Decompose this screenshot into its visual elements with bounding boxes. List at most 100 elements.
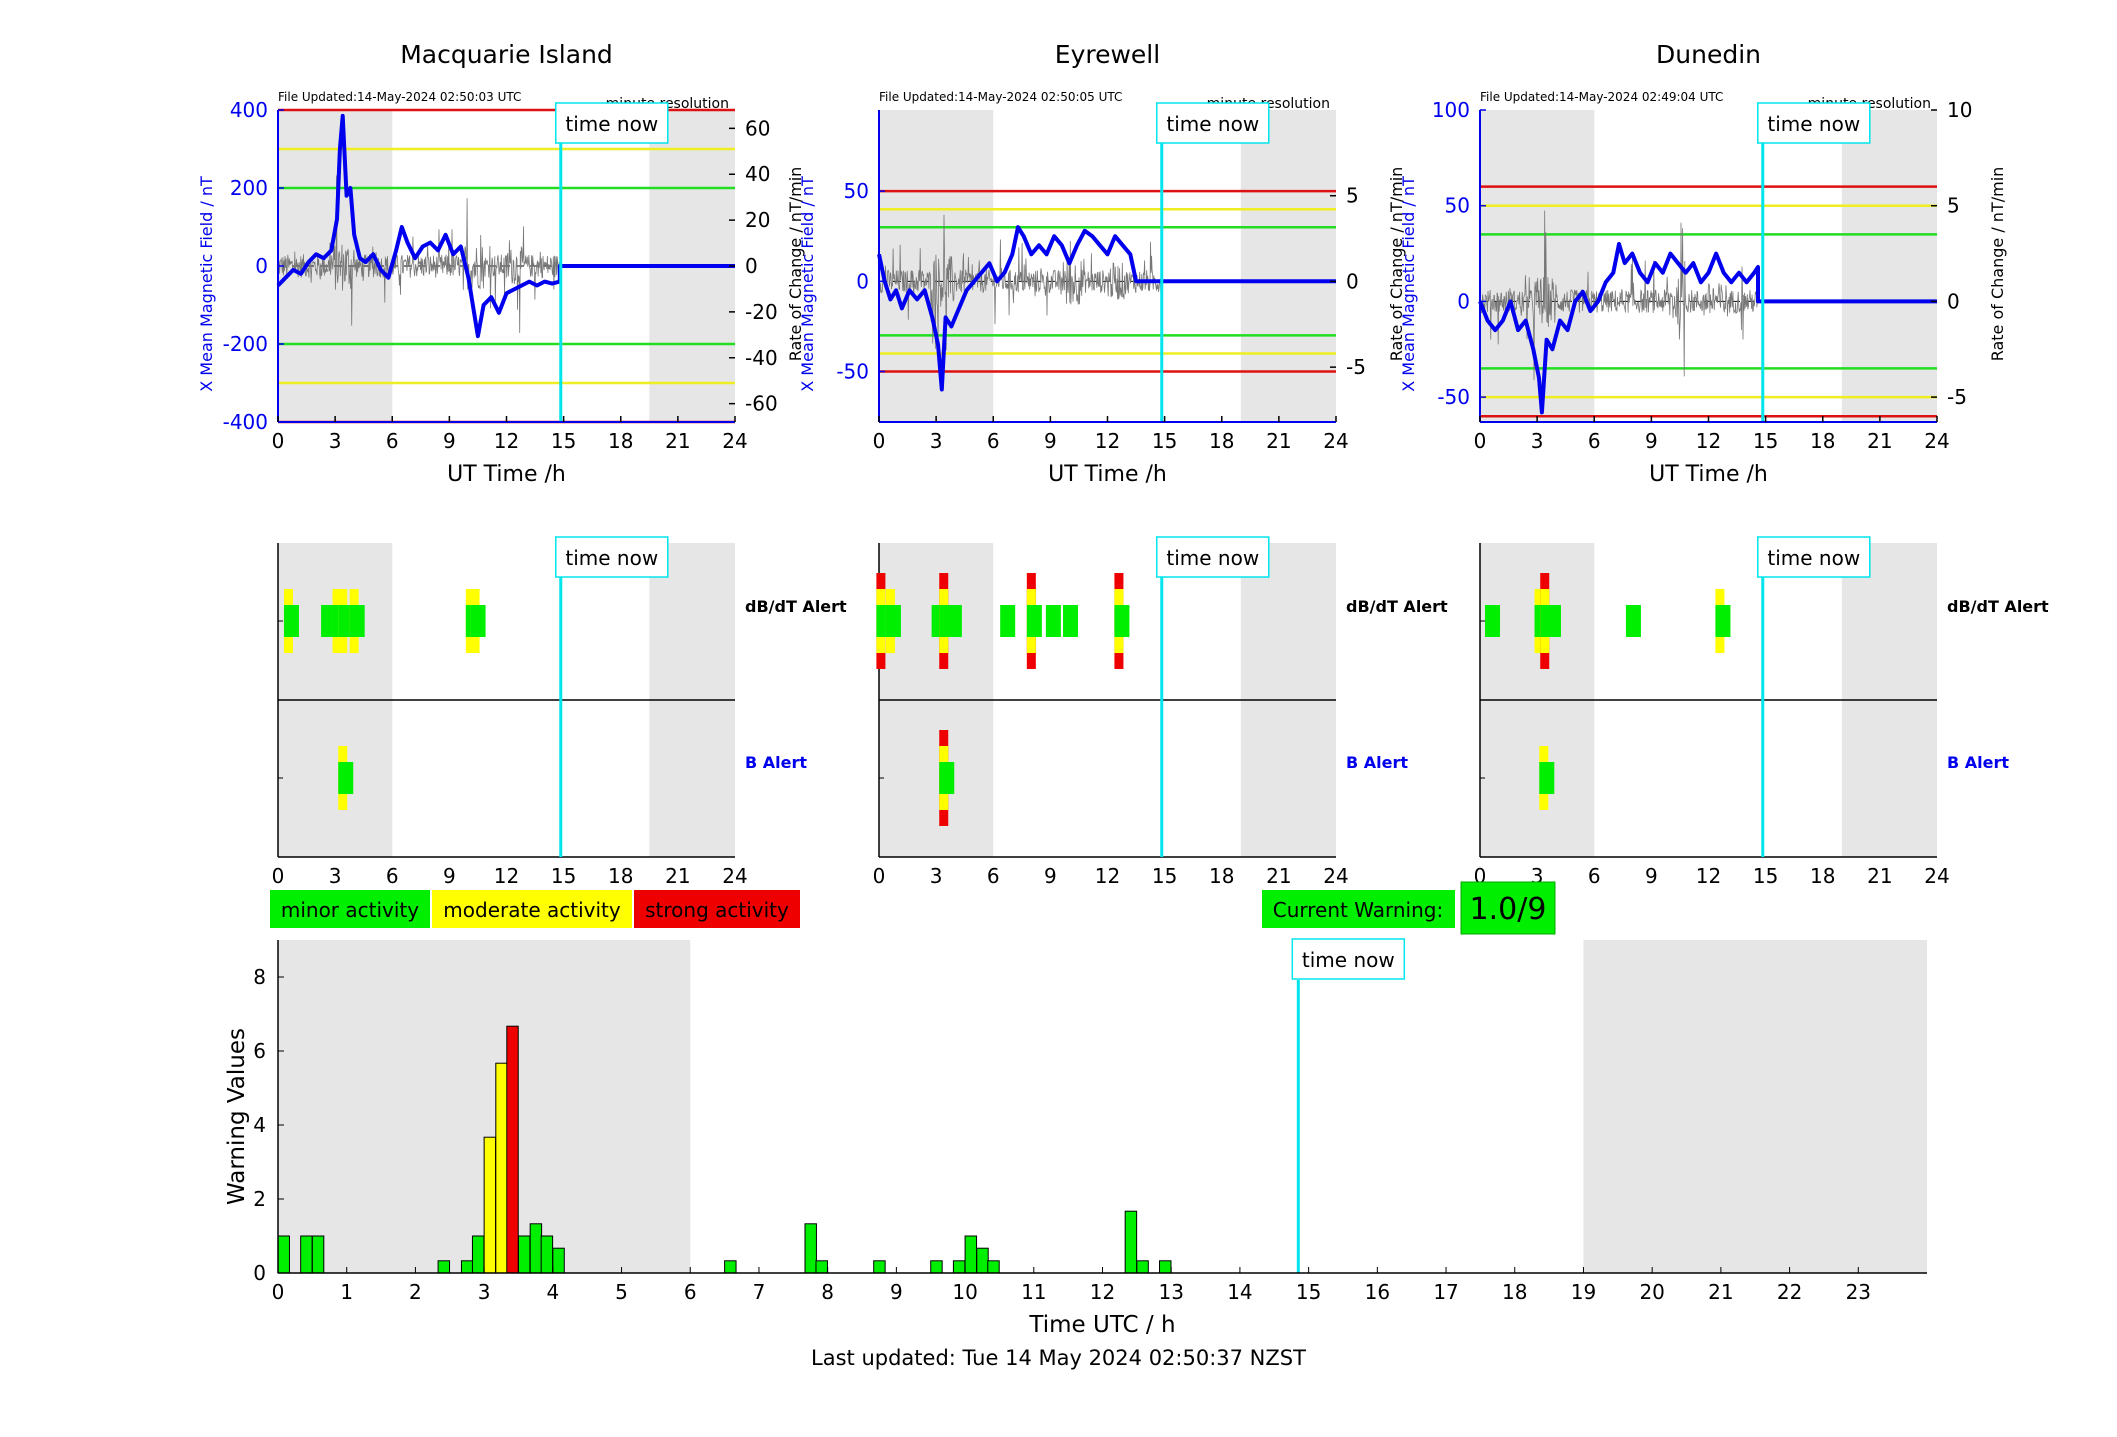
alert-minor-mark [338,762,354,794]
left-tick-label: 0 [856,269,869,293]
x-tick-label: 6 [1588,429,1601,453]
time-now-box [1156,102,1270,144]
warning-bar [815,1260,828,1274]
alert-minor-mark [321,605,337,637]
right-tick-label: 40 [745,162,770,186]
alert-minor-mark [946,605,962,637]
x-tick-label: 15 [1296,1280,1321,1304]
x-tick-label: 15 [1753,864,1778,888]
x-tick-label: 3 [1531,429,1544,453]
warning-bar [987,1260,1000,1274]
right-tick-label: 10 [1947,98,1972,122]
x-tick-label: 16 [1365,1280,1390,1304]
x-axis-label: UT Time /h [1649,462,1768,487]
dbdt-alert-label: dB/dT Alert [745,597,847,616]
x-tick-label: 15 [551,864,576,888]
strong-activity-legend [634,890,800,928]
right-tick-label: -5 [1947,385,1967,409]
x-tick-label: 18 [1810,429,1835,453]
y-tick-label: 2 [253,1187,266,1211]
warning-bar [517,1235,531,1274]
right-tick-label: 0 [1346,269,1359,293]
x-tick-label: 12 [1095,429,1120,453]
x-tick-label: 3 [329,429,342,453]
x-tick-label: 18 [1209,864,1234,888]
right-tick-label: 5 [1947,194,1960,218]
station-title: Eyrewell [1055,40,1160,69]
y-tick-label: 8 [253,965,266,989]
left-tick-label: -200 [223,332,268,356]
warning-bar [552,1247,565,1274]
station-title: Dunedin [1656,40,1761,69]
right-tick-label: 60 [745,116,770,140]
time-now-box [1291,938,1406,980]
rate-of-change-trace [878,214,1162,351]
x-tick-label: 21 [1708,1280,1733,1304]
x-tick-label: 11 [1021,1280,1046,1304]
warning-bar [873,1260,886,1274]
left-tick-label: 0 [1457,289,1470,313]
alert-minor-mark [1715,605,1731,637]
current-warning-label-box [1262,890,1455,928]
x-tick-label: 0 [272,429,285,453]
minor-activity-legend [270,890,430,928]
x-tick-label: 24 [1323,864,1348,888]
right-tick-label: -60 [745,392,778,416]
x-tick-label: 12 [494,429,519,453]
left-tick-label: -50 [836,360,869,384]
time-now-label: time now [1166,112,1259,136]
warning-bar [930,1260,943,1274]
x-tick-label: 2 [409,1280,422,1304]
time-now-label: time now [1767,112,1860,136]
warning-bar [1136,1260,1149,1274]
x-tick-label: 7 [753,1280,766,1304]
x-tick-label: 15 [1152,429,1177,453]
x-tick-label: 6 [386,429,399,453]
right-tick-label: 20 [745,208,770,232]
warning-bar [506,1025,519,1274]
alert-minor-mark [1539,762,1555,794]
alert-minor-mark [1000,605,1016,637]
warning-bar [471,1235,485,1274]
left-y-axis-label: X Mean Magnetic Field / nT [798,176,817,392]
current-warning-value: 1.0/9 [1470,892,1547,927]
bar-y-axis-label: Warning Values [224,1028,250,1205]
left-tick-label: -400 [223,410,268,434]
time-now-box [555,536,669,578]
left-y-axis-label: X Mean Magnetic Field / nT [197,176,216,392]
x-axis-label: UT Time /h [1048,462,1167,487]
alert-minor-mark [349,605,365,637]
file-updated-text: File Updated:14-May-2024 02:50:03 UTC [278,90,521,104]
x-tick-label: 8 [821,1280,834,1304]
x-tick-label: 10 [952,1280,977,1304]
x-tick-label: 5 [615,1280,628,1304]
magnetic-field-line [276,113,735,339]
file-updated-text: File Updated:14-May-2024 02:50:05 UTC [879,90,1122,104]
dbdt-alert-label: dB/dT Alert [1947,597,2049,616]
warning-bar [964,1235,978,1274]
last-updated-text: Last updated: Tue 14 May 2024 02:50:37 N… [811,1346,1306,1370]
minor-activity-legend-label: minor activity [281,898,419,922]
x-tick-label: 21 [1266,429,1291,453]
station-title: Macquarie Island [400,40,613,69]
x-tick-label: 1 [340,1280,353,1304]
x-tick-label: 24 [1323,429,1348,453]
right-y-axis-label: Rate of Change / nT/min [1387,167,1406,362]
x-tick-label: 23 [1846,1280,1871,1304]
left-tick-label: -50 [1437,385,1470,409]
warning-bar [1159,1260,1172,1274]
night-shading [1841,110,1937,422]
x-tick-label: 19 [1571,1280,1596,1304]
moderate-activity-legend [432,890,632,928]
warning-bar [952,1260,966,1274]
y-tick-label: 4 [253,1113,266,1137]
x-tick-label: 3 [930,864,943,888]
left-tick-label: 200 [230,176,268,200]
x-tick-label: 21 [1266,864,1291,888]
right-tick-label: 5 [1346,184,1359,208]
alert-minor-mark [1063,605,1079,637]
alert-minor-mark [1485,605,1501,637]
left-tick-label: 0 [255,254,268,278]
x-tick-label: 0 [873,864,886,888]
warning-bar [437,1260,451,1274]
